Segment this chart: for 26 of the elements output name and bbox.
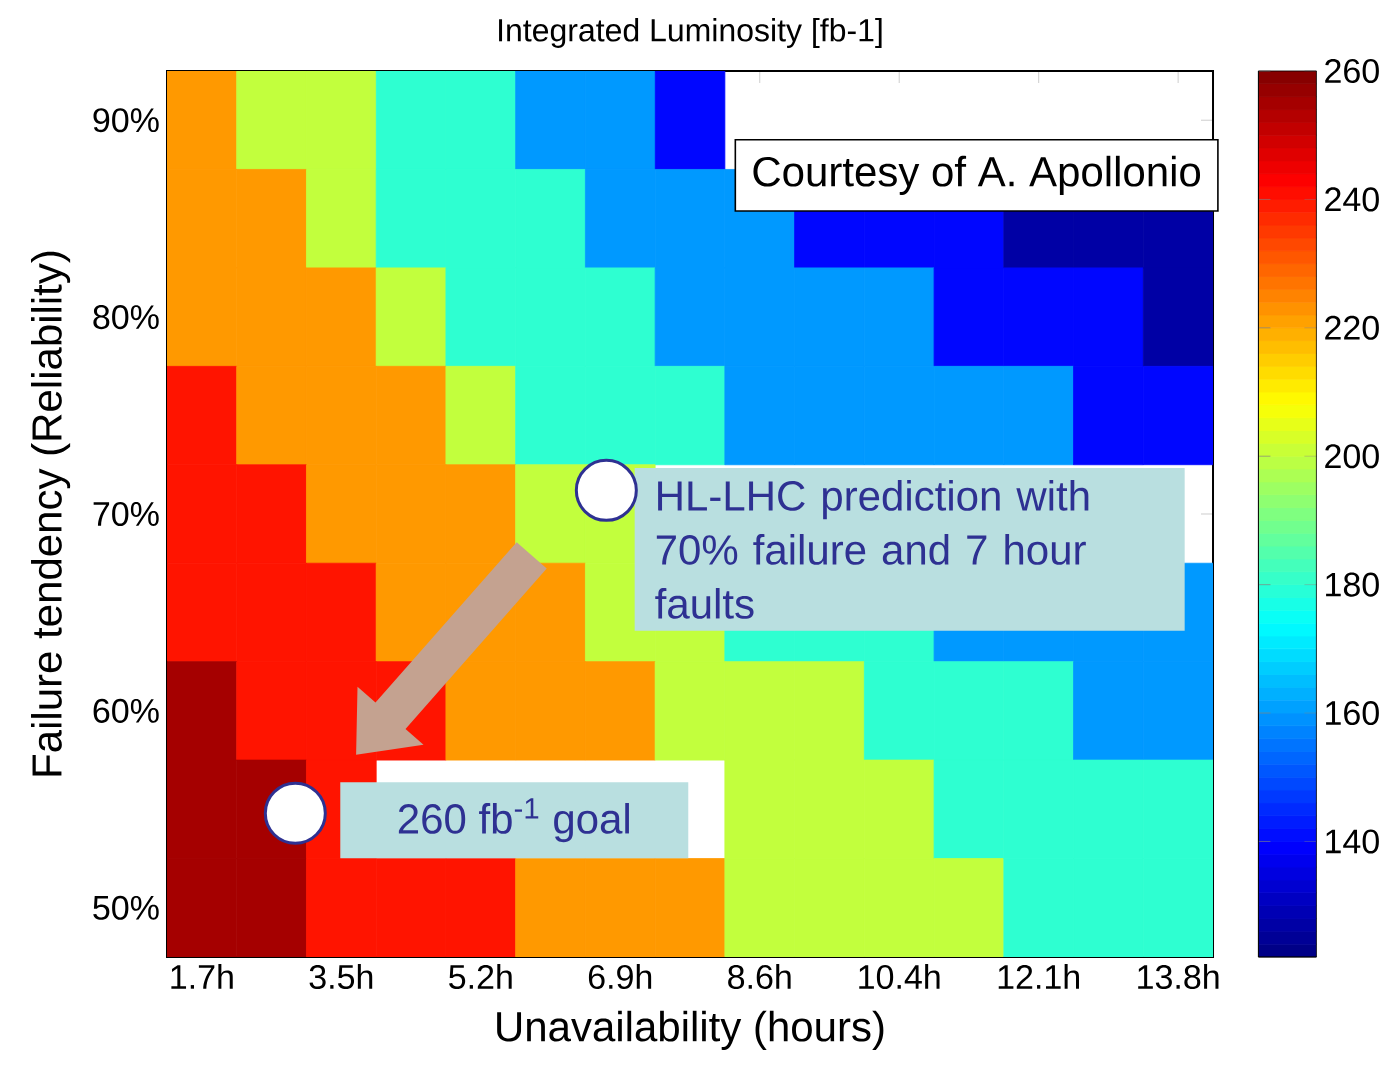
y-tick-label: 50%	[93, 895, 159, 920]
color-bar-label: 160	[1326, 700, 1379, 726]
x-tick-label: 1.7h	[171, 964, 233, 989]
y-tick-label: 60%	[93, 698, 159, 723]
chart-title: Integrated Luminosity [fb-1]	[499, 18, 882, 48]
color-bar-label: 260	[1325, 58, 1379, 84]
y-tick-label: 90%	[93, 108, 159, 133]
y-tick-label: 80%	[93, 305, 159, 330]
x-tick-label: 6.9h	[588, 964, 652, 990]
y-tick-label: 70%	[93, 501, 159, 527]
color-bar-label: 240	[1325, 187, 1379, 212]
annotation: Courtesy of A. Apollonio	[753, 155, 1201, 195]
color-bar-label: 140	[1326, 829, 1379, 854]
annotation: HL-LHC prediction with 70% failure and 7 hour faults	[655, 480, 1089, 619]
x-tick-label: 13.8h	[1138, 964, 1219, 990]
x-tick-label: 12.1h	[998, 964, 1079, 989]
y-axis-title: Failure tendency (Reliability)	[31, 251, 71, 776]
x-tick-label: 5.2h	[449, 964, 512, 990]
x-tick-label: 3.5h	[309, 964, 373, 990]
x-tick-label: 8.6h	[728, 964, 791, 990]
color-bar-label: 200	[1325, 444, 1379, 469]
annotation: 260 fb$^{-1}$ goal	[398, 798, 629, 843]
x-tick-label: 10.4h	[859, 964, 940, 990]
color-bar-label: 180	[1326, 572, 1379, 597]
x-axis-title: Unavailability (hours)	[497, 1010, 884, 1050]
color-bar-label: 220	[1325, 315, 1379, 340]
